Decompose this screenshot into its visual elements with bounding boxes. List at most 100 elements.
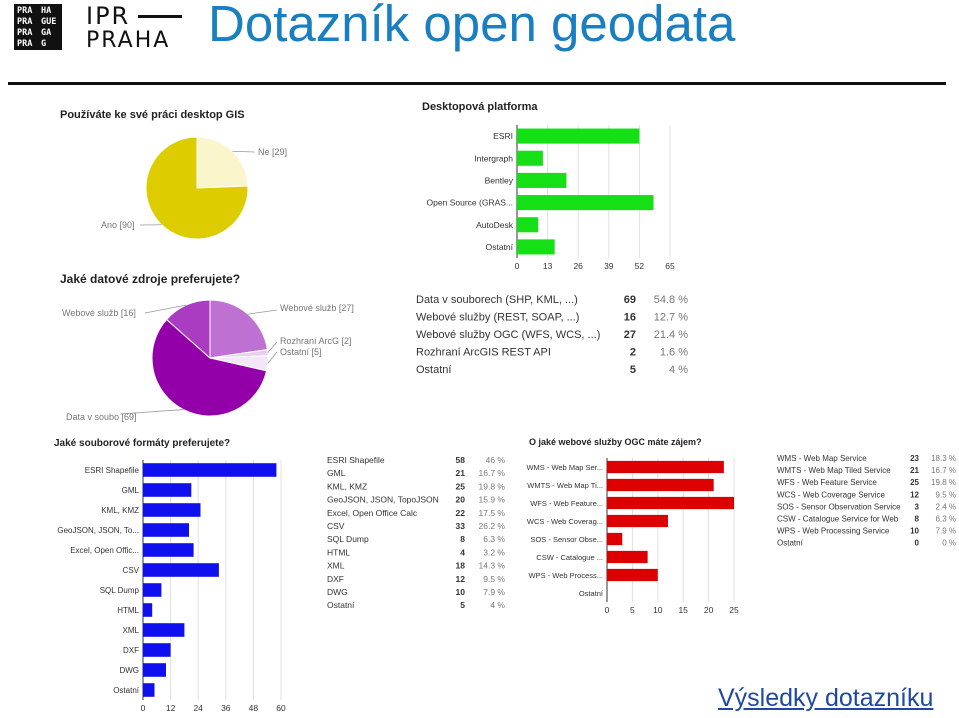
table-cell-count: 22 <box>456 508 466 518</box>
category-label: Excel, Open Offic... <box>70 546 139 555</box>
logo-text: PRA <box>17 6 33 16</box>
tick-label: 52 <box>635 261 645 271</box>
table-cell-count: 10 <box>910 527 919 536</box>
results-link[interactable]: Výsledky dotazníku <box>718 684 934 712</box>
category-label: Ostatní <box>486 242 514 252</box>
tick-label: 24 <box>193 703 203 713</box>
bar <box>607 496 734 510</box>
table-cell-percent: 16.7 % <box>479 468 506 478</box>
table-cell-percent: 21.4 % <box>654 329 688 341</box>
table-cell-label: GeoJSON, JSON, TopoJSON <box>327 495 439 505</box>
table-cell-percent: 7.9 % <box>483 587 505 597</box>
table-cell-label: DWG <box>327 587 348 597</box>
category-label: WPS - Web Process... <box>529 571 603 580</box>
tick-label: 25 <box>729 605 739 615</box>
bar <box>143 623 185 637</box>
table-cell-percent: 16.7 % <box>931 466 956 475</box>
table-cell-percent: 12.7 % <box>654 312 688 324</box>
ipr-logo-text: PRAHA <box>86 28 171 53</box>
table-cell-count: 23 <box>910 454 919 463</box>
category-label: WCS - Web Coverag... <box>527 517 603 526</box>
category-label: ESRI <box>493 131 513 141</box>
pie-slice-label: Ne [29] <box>258 147 287 157</box>
table-cell-label: WCS - Web Coverage Service <box>777 490 885 499</box>
table-cell-percent: 19.8 % <box>479 481 506 491</box>
category-label: Ostatní <box>579 589 604 598</box>
category-label: Bentley <box>485 175 514 185</box>
table-cell-count: 5 <box>460 600 465 610</box>
ipr-logo: IPR PRAHA <box>86 2 182 53</box>
category-label: DXF <box>123 646 139 655</box>
category-label: GeoJSON, JSON, To... <box>57 526 139 535</box>
table-cell-percent: 0 % <box>942 539 956 548</box>
table-cell-percent: 9.5 % <box>483 574 505 584</box>
table-cell-label: Ostatní <box>777 539 804 548</box>
logo-text: PRA <box>17 17 33 27</box>
pie-slice-label: Webové služb [16] <box>62 308 136 318</box>
bar <box>517 128 640 144</box>
logo-text: PRA <box>17 39 33 49</box>
bar <box>143 583 162 597</box>
table-cell-count: 3 <box>915 502 920 511</box>
table-cell-count: 33 <box>456 521 466 531</box>
table-cell-percent: 19.8 % <box>931 478 956 487</box>
chart-title: O jaké webové služby OGC máte zájem? <box>529 437 702 447</box>
tick-label: 5 <box>630 605 635 615</box>
table-cell-percent: 4 % <box>490 600 505 610</box>
table-cell-count: 20 <box>456 495 466 505</box>
table-cell-label: Webové služby (REST, SOAP, ...) <box>416 312 579 324</box>
table-cell-count: 58 <box>456 455 466 465</box>
ipr-logo-line <box>138 15 182 18</box>
pie-slice <box>145 136 249 240</box>
table-cell-label: CSV <box>327 521 345 531</box>
bar <box>143 543 194 557</box>
bar <box>143 563 219 577</box>
bar <box>517 150 543 166</box>
category-label: Open Source (GRAS... <box>427 198 513 208</box>
tick-label: 65 <box>665 261 675 271</box>
logo-text: GA <box>41 28 52 38</box>
table-cell-count: 4 <box>460 547 465 557</box>
table-cell-label: Data v souborech (SHP, KML, ...) <box>416 294 578 306</box>
table-cell-percent: 14.3 % <box>479 561 506 571</box>
category-label: WFS - Web Feature... <box>530 499 603 508</box>
pie-slice <box>151 318 268 417</box>
bar <box>143 603 153 617</box>
table-cell-percent: 46 % <box>486 455 506 465</box>
tick-label: 15 <box>678 605 688 615</box>
table-cell-count: 12 <box>910 490 919 499</box>
tick-label: 20 <box>704 605 714 615</box>
table-cell-label: WFS - Web Feature Service <box>777 478 877 487</box>
page-title: Dotazník open geodata <box>208 0 736 52</box>
bar <box>517 239 555 255</box>
table-cell-label: Webové služby OGC (WFS, WCS, ...) <box>416 329 600 341</box>
category-label: WMTS - Web Map Ti... <box>527 481 603 490</box>
table-cell-count: 25 <box>910 478 919 487</box>
table-cell-percent: 4 % <box>669 364 688 376</box>
table-cell-percent: 18.3 % <box>931 454 956 463</box>
bar <box>143 503 201 517</box>
ipr-logo-text: IPR <box>86 2 131 30</box>
chart-title: Používáte ke své práci desktop GIS <box>60 109 245 121</box>
table-cell-label: SOS - Sensor Observation Service <box>777 502 901 511</box>
bar <box>517 217 539 233</box>
table-cell-percent: 15.9 % <box>479 495 506 505</box>
category-label: SQL Dump <box>100 586 140 595</box>
praha-logo: PRA HA PRA GUE PRA GA PRA G <box>14 4 62 50</box>
bar <box>607 568 658 582</box>
category-label: KML, KMZ <box>101 506 139 515</box>
tick-label: 26 <box>573 261 583 271</box>
logo-text: PRA <box>17 28 33 38</box>
bar <box>143 523 189 537</box>
pie-leader-line <box>144 304 187 314</box>
table-cell-percent: 6.3 % <box>936 515 956 524</box>
tick-label: 60 <box>276 703 286 713</box>
category-label: AutoDesk <box>476 220 514 230</box>
tick-label: 36 <box>221 703 231 713</box>
table-cell-label: HTML <box>327 547 350 557</box>
table-cell-percent: 9.5 % <box>936 490 956 499</box>
pie-leader-line <box>247 309 278 315</box>
table-cell-percent: 1.6 % <box>660 347 688 359</box>
table-cell-count: 10 <box>456 587 466 597</box>
